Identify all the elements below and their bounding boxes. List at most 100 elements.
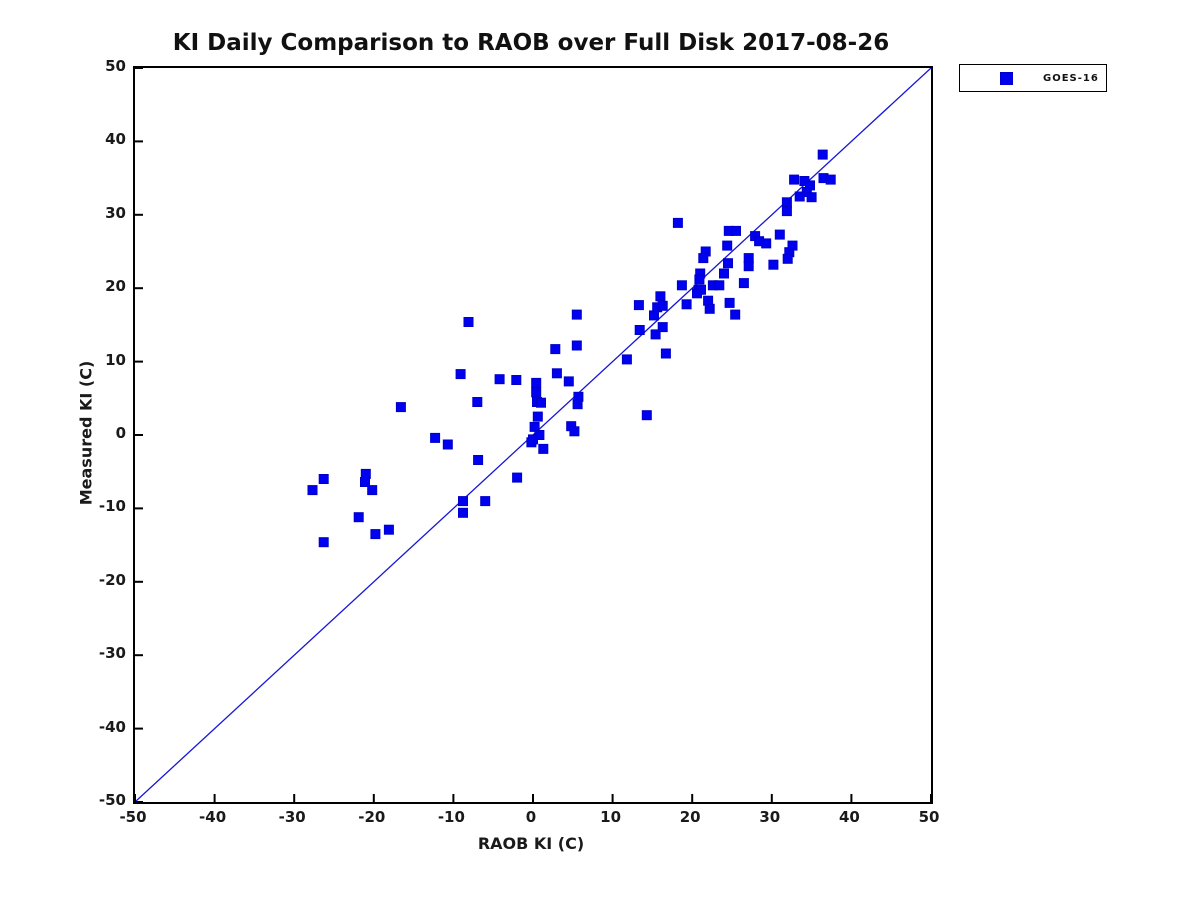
x-tick-label: -50 <box>119 808 147 826</box>
y-tick-label: 10 <box>105 350 126 369</box>
scatter-canvas <box>135 68 931 802</box>
scatter-point <box>353 512 364 523</box>
legend-label: GOES-16 <box>1043 72 1099 84</box>
y-axis-label: Measured KI (C) <box>76 360 96 506</box>
scatter-point <box>532 411 543 422</box>
scatter-point <box>531 387 542 398</box>
x-tick-label: 50 <box>918 808 940 826</box>
y-tick-label: -30 <box>98 644 126 663</box>
scatter-point <box>655 291 666 302</box>
scatter-point <box>550 344 561 355</box>
x-tick-label: -30 <box>278 808 306 826</box>
scatter-point <box>572 399 583 410</box>
scatter-point <box>531 377 542 388</box>
scatter-point <box>794 191 805 202</box>
scatter-point <box>694 274 705 285</box>
scatter-point <box>383 524 394 535</box>
scatter-point <box>789 174 800 185</box>
scatter-point <box>781 206 792 217</box>
scatter-point <box>463 317 474 327</box>
scatter-point <box>307 485 318 496</box>
scatter-point <box>730 309 741 320</box>
y-tick-label: -10 <box>98 497 126 516</box>
scatter-point <box>731 225 741 236</box>
scatter-point <box>430 432 441 443</box>
scatter-point <box>641 410 652 421</box>
scatter-point <box>360 477 370 487</box>
scatter-point <box>719 268 729 279</box>
scatter-point <box>569 426 580 437</box>
scatter-point <box>367 485 378 496</box>
x-tick-label: 0 <box>525 808 537 826</box>
scatter-point <box>738 278 749 289</box>
scatter-point <box>395 402 406 413</box>
scatter-point <box>743 261 754 272</box>
y-tick-label: -40 <box>98 717 126 736</box>
scatter-point <box>650 329 661 340</box>
scatter-point <box>722 240 733 251</box>
scatter-point <box>526 437 537 448</box>
scatter-point <box>660 348 671 359</box>
x-tick-label: 20 <box>679 808 701 826</box>
scatter-point <box>571 309 582 320</box>
plot-area <box>133 66 933 804</box>
scatter-point <box>724 297 735 308</box>
y-tick-label: -20 <box>98 570 126 589</box>
scatter-point <box>318 474 329 484</box>
x-tick-label: -10 <box>437 808 465 826</box>
scatter-point <box>657 322 668 333</box>
scatter-point <box>458 507 468 518</box>
x-tick-label: -40 <box>199 808 227 826</box>
x-tick-label: 40 <box>838 808 860 826</box>
scatter-point <box>761 238 772 249</box>
x-tick-label: -20 <box>358 808 386 826</box>
scatter-point <box>480 496 491 507</box>
scatter-point <box>657 300 668 311</box>
scatter-point <box>473 455 484 465</box>
scatter-point <box>681 299 692 310</box>
scatter-point <box>692 288 702 299</box>
scatter-point <box>551 368 562 379</box>
scatter-point <box>698 253 709 264</box>
y-tick-label: -50 <box>98 791 126 809</box>
scatter-point <box>455 369 466 380</box>
scatter-point <box>806 192 817 203</box>
scatter-point <box>704 303 715 314</box>
scatter-point <box>571 340 582 351</box>
x-axis-label: RAOB KI (C) <box>477 834 585 853</box>
scatter-point <box>782 253 793 264</box>
scatter-point <box>817 149 828 160</box>
y-tick-label: 40 <box>105 130 126 149</box>
scatter-point <box>672 217 683 228</box>
scatter-point <box>536 397 546 408</box>
legend: GOES-16 <box>959 64 1107 92</box>
x-tick-label: 30 <box>759 808 781 826</box>
y-tick-label: 20 <box>105 277 126 296</box>
scatter-point <box>511 375 522 385</box>
scatter-point <box>774 229 785 240</box>
x-tick-label: 10 <box>600 808 622 826</box>
scatter-point <box>318 537 329 548</box>
scatter-point <box>825 174 836 185</box>
scatter-point <box>512 472 523 483</box>
scatter-point <box>472 397 483 407</box>
scatter-point <box>723 258 733 269</box>
scatter-point <box>781 197 792 208</box>
scatter-point <box>714 280 725 291</box>
scatter-point <box>370 529 381 540</box>
scatter-point <box>458 496 468 507</box>
y-tick-label: 50 <box>105 57 126 75</box>
legend-marker-square-icon <box>1000 71 1013 85</box>
scatter-point <box>494 374 505 385</box>
scatter-point <box>621 354 632 365</box>
y-tick-label: 30 <box>105 203 126 222</box>
y-tick-label: 0 <box>115 424 126 442</box>
scatter-point <box>676 280 687 291</box>
scatter-point <box>442 439 453 450</box>
scatter-point <box>633 300 644 311</box>
scatter-point <box>768 259 779 270</box>
scatter-point <box>634 325 645 335</box>
chart-title: KI Daily Comparison to RAOB over Full Di… <box>172 30 890 56</box>
scatter-point <box>538 443 549 454</box>
